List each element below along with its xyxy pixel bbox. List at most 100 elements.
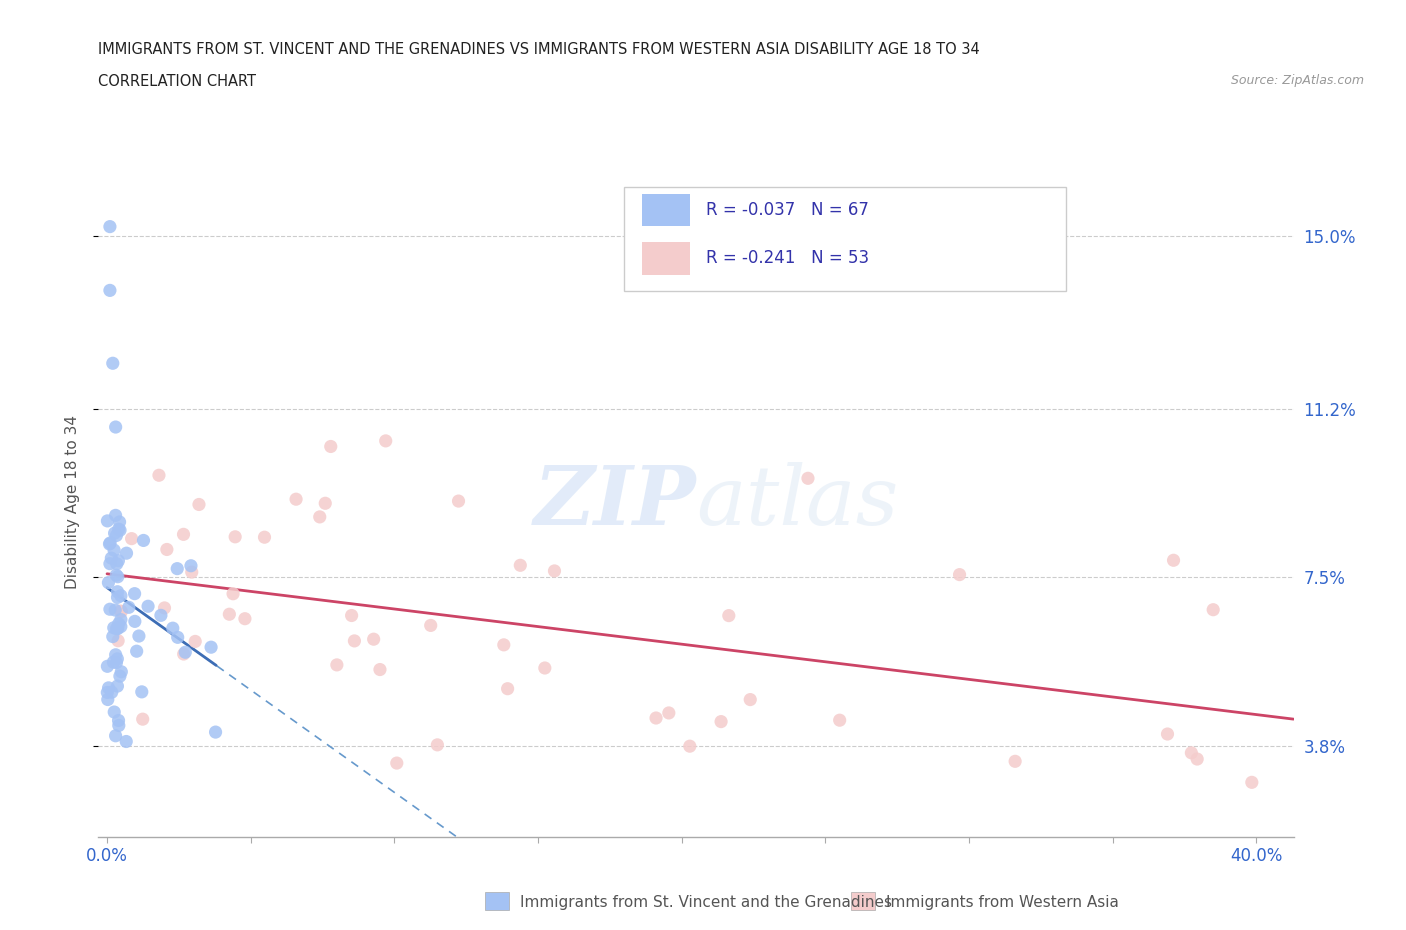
Point bbox=[110, 619, 132, 634]
Point bbox=[180, 558, 202, 573]
Text: CORRELATION CHART: CORRELATION CHART bbox=[98, 74, 256, 89]
Point bbox=[128, 629, 150, 644]
Point bbox=[363, 631, 385, 646]
Text: IMMIGRANTS FROM ST. VINCENT AND THE GRENADINES VS IMMIGRANTS FROM WESTERN ASIA D: IMMIGRANTS FROM ST. VINCENT AND THE GREN… bbox=[98, 42, 980, 57]
Text: R = -0.241   N = 53: R = -0.241 N = 53 bbox=[706, 249, 869, 267]
Point bbox=[188, 497, 211, 512]
Point bbox=[222, 586, 245, 601]
Point bbox=[1180, 745, 1202, 760]
Point bbox=[180, 565, 202, 579]
Point bbox=[1185, 751, 1208, 766]
Point bbox=[173, 527, 195, 542]
Point bbox=[797, 471, 820, 485]
Point bbox=[98, 536, 121, 551]
Point bbox=[314, 496, 336, 511]
Point bbox=[105, 556, 128, 571]
Point bbox=[543, 564, 565, 578]
Point bbox=[710, 714, 733, 729]
Point bbox=[107, 713, 129, 728]
Point bbox=[100, 551, 122, 565]
Point bbox=[1156, 726, 1178, 741]
Point bbox=[308, 510, 330, 525]
Point bbox=[156, 542, 179, 557]
Text: Source: ZipAtlas.com: Source: ZipAtlas.com bbox=[1230, 74, 1364, 87]
Point bbox=[374, 433, 396, 448]
Text: ZIP: ZIP bbox=[533, 462, 696, 542]
Point bbox=[340, 608, 363, 623]
Point bbox=[108, 514, 131, 529]
Point bbox=[153, 601, 176, 616]
Point bbox=[174, 644, 197, 659]
Point bbox=[131, 684, 153, 699]
Point bbox=[96, 513, 118, 528]
Point bbox=[97, 692, 120, 707]
Point bbox=[107, 553, 129, 568]
Point bbox=[107, 522, 129, 537]
Point bbox=[105, 621, 128, 636]
Point bbox=[96, 658, 118, 673]
Point bbox=[218, 606, 240, 621]
Point bbox=[1163, 552, 1185, 567]
Point bbox=[108, 669, 131, 684]
Point bbox=[1202, 603, 1225, 618]
Point bbox=[110, 664, 132, 679]
Point bbox=[740, 692, 762, 707]
Y-axis label: Disability Age 18 to 34: Disability Age 18 to 34 bbox=[65, 415, 80, 590]
Point bbox=[828, 712, 851, 727]
Point bbox=[110, 604, 132, 618]
Point bbox=[105, 528, 128, 543]
Point bbox=[110, 604, 132, 619]
Point bbox=[253, 530, 276, 545]
Point bbox=[679, 738, 702, 753]
Point bbox=[108, 523, 131, 538]
Point bbox=[104, 647, 127, 662]
Point bbox=[105, 651, 128, 666]
Point bbox=[107, 569, 129, 584]
Point bbox=[110, 589, 132, 604]
Point bbox=[97, 681, 120, 696]
Point bbox=[343, 633, 366, 648]
Point bbox=[658, 706, 681, 721]
Point bbox=[101, 629, 124, 644]
Point bbox=[948, 567, 970, 582]
Point bbox=[110, 612, 132, 627]
Point bbox=[100, 684, 122, 699]
Point bbox=[103, 705, 125, 720]
Point bbox=[104, 603, 127, 618]
Point bbox=[98, 556, 121, 571]
Point bbox=[717, 608, 740, 623]
Point bbox=[103, 620, 125, 635]
FancyBboxPatch shape bbox=[624, 188, 1067, 291]
Point bbox=[104, 419, 127, 434]
Point bbox=[496, 682, 519, 697]
Point bbox=[98, 602, 121, 617]
Point bbox=[148, 468, 170, 483]
Bar bbox=[485, 892, 509, 910]
Point bbox=[107, 633, 129, 648]
Point bbox=[131, 711, 153, 726]
Point bbox=[107, 617, 129, 631]
Point bbox=[107, 590, 129, 604]
Point bbox=[132, 533, 155, 548]
Point bbox=[149, 608, 172, 623]
Point bbox=[124, 614, 146, 629]
Point bbox=[533, 660, 555, 675]
Point bbox=[419, 618, 441, 632]
Point bbox=[107, 718, 129, 733]
Point bbox=[368, 662, 391, 677]
Point bbox=[104, 728, 127, 743]
Point bbox=[492, 637, 515, 652]
Text: atlas: atlas bbox=[696, 462, 898, 542]
Point bbox=[385, 756, 408, 771]
Point bbox=[107, 584, 129, 599]
Point bbox=[97, 575, 120, 590]
Point bbox=[104, 508, 127, 523]
Point bbox=[200, 640, 222, 655]
Point bbox=[1004, 754, 1026, 769]
Text: Immigrants from Western Asia: Immigrants from Western Asia bbox=[886, 895, 1119, 910]
Point bbox=[98, 219, 121, 234]
Point bbox=[104, 525, 127, 540]
Point bbox=[319, 439, 342, 454]
Point bbox=[98, 537, 121, 551]
Point bbox=[107, 679, 129, 694]
